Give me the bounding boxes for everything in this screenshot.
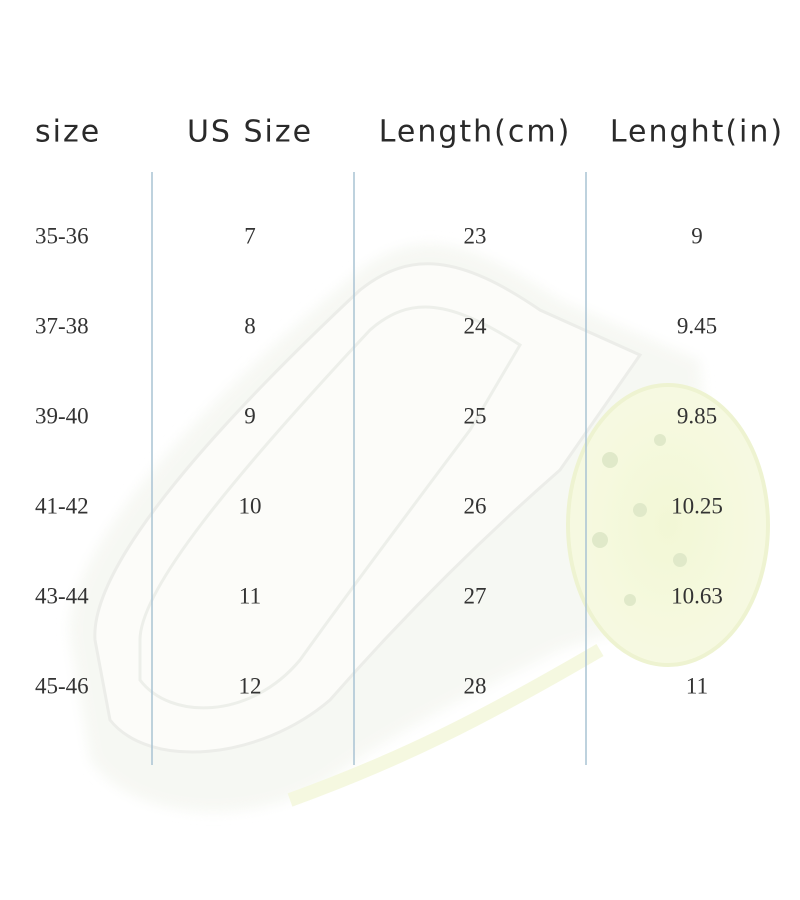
- table-cell: 23: [464, 223, 487, 248]
- table-cell: 24: [464, 313, 488, 338]
- table-cell: 9.85: [677, 403, 717, 428]
- table-cell: 11: [686, 673, 708, 698]
- insole-image: [69, 243, 770, 813]
- table-cell: 27: [464, 583, 487, 608]
- table-cell: 45-46: [35, 673, 89, 698]
- table-cell: 12: [239, 673, 262, 698]
- table-cell: 9.45: [677, 313, 717, 338]
- table-cell: 28: [464, 673, 487, 698]
- table-cell: 9: [691, 223, 703, 248]
- table-cell: 10.63: [671, 583, 723, 608]
- column-header: size: [35, 115, 101, 150]
- column-header: US Size: [187, 115, 313, 150]
- table-cell: 37-38: [35, 313, 89, 338]
- table-cell: 43-44: [35, 583, 89, 608]
- table-cell: 10: [239, 493, 262, 518]
- table-cell: 7: [244, 223, 256, 248]
- column-header: Length(cm): [379, 115, 572, 150]
- table-cell: 41-42: [35, 493, 89, 518]
- table-cell: 25: [464, 403, 487, 428]
- column-header: Lenght(in): [610, 115, 784, 150]
- table-cell: 10.25: [671, 493, 723, 518]
- table-cell: 11: [239, 583, 261, 608]
- table: size US Size Length(cm) Lenght(in) 35-36 7 23 9…: [35, 115, 784, 699]
- table-cell: 39-40: [35, 403, 89, 428]
- table-cell: 9: [244, 403, 256, 428]
- table-cell: 26: [464, 493, 487, 518]
- column-dividers: [151, 172, 587, 765]
- table-cell: 8: [244, 313, 256, 338]
- table-cell: 35-36: [35, 223, 89, 248]
